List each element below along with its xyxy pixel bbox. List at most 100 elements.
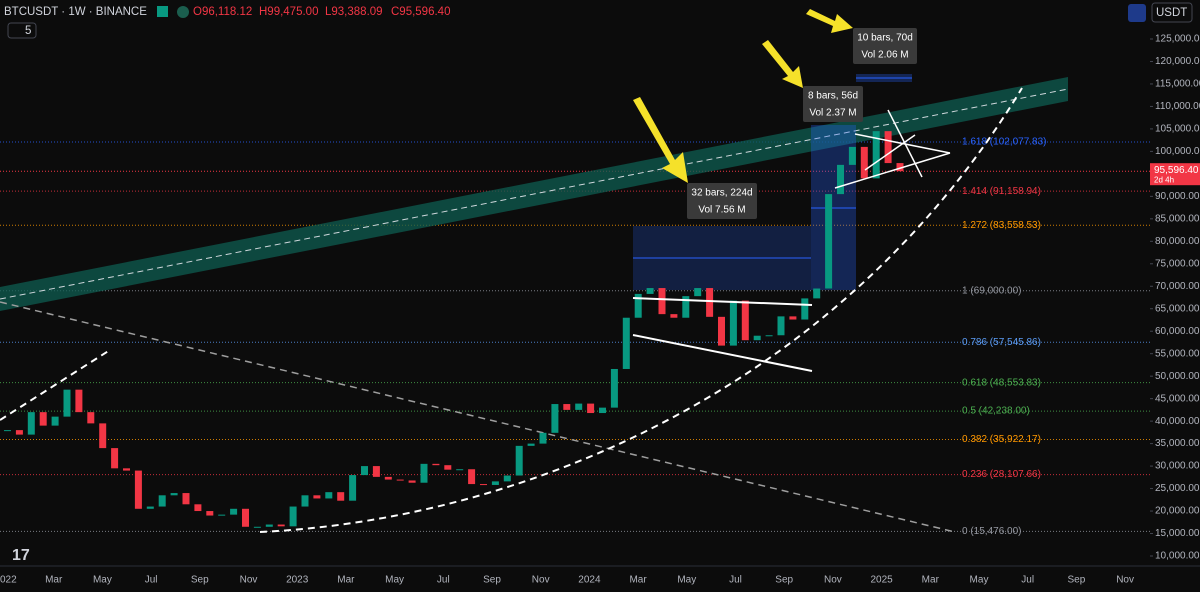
candle [325, 492, 333, 499]
x-tick-label: Jul [437, 575, 450, 586]
tooltip-bars: 10 bars, 70d [857, 33, 913, 44]
candle [491, 481, 499, 485]
candle [718, 316, 725, 346]
tooltip [687, 183, 757, 219]
interval-button[interactable] [7, 22, 37, 39]
y-tick-label: 100,000.00 [1155, 146, 1200, 157]
open: O96,118.12 [193, 6, 252, 18]
candle [658, 288, 666, 315]
currency[interactable]: USDT [1156, 7, 1187, 19]
candle [444, 465, 452, 470]
x-tick-label: Nov [240, 575, 258, 586]
y-tick-label: 105,000.00 [1155, 124, 1200, 135]
y-tick-label: 40,000.00 [1155, 416, 1200, 427]
candle [729, 300, 737, 346]
x-tick-label: Nov [1116, 575, 1134, 586]
x-tick-label: Nov [824, 575, 842, 586]
y-tick-label: 85,000.00 [1155, 213, 1200, 224]
x-tick-label: Jul [1021, 575, 1034, 586]
candle [420, 463, 428, 483]
arrows [633, 9, 853, 183]
fib-label: 0 (15,476.00) [962, 526, 1022, 537]
candle [182, 493, 190, 505]
candle [265, 524, 273, 527]
candle [813, 288, 821, 299]
close: C95,596.40 [391, 6, 450, 18]
fib-label: 1.414 (91,158.94) [962, 186, 1041, 197]
candle [884, 131, 892, 164]
y-tick-label: 45,000.00 [1155, 393, 1200, 404]
candle [134, 470, 142, 509]
y-tick-label: 65,000.00 [1155, 303, 1200, 314]
candle [349, 475, 357, 501]
pattern-line [887, 109, 923, 178]
x-tick-label: May [970, 575, 989, 586]
currency-button[interactable] [1151, 2, 1193, 23]
candle [27, 412, 35, 435]
x-tick-label: 2024 [578, 575, 601, 586]
tooltip-vol: Vol 2.37 M [809, 108, 856, 119]
candle [527, 443, 535, 446]
fib-label: 0.5 (42,238.00) [962, 406, 1030, 417]
y-tick-label: 50,000.00 [1155, 371, 1200, 382]
x-tick-label: Sep [1068, 575, 1086, 586]
candle [503, 475, 511, 482]
status-icon [177, 6, 189, 18]
countdown: 2d 4h [1154, 175, 1174, 184]
y-tick-label: 30,000.00 [1155, 461, 1200, 472]
candle [384, 476, 392, 480]
candle [694, 288, 702, 297]
interval[interactable]: 5 [25, 25, 31, 37]
x-tick-label: May [677, 575, 696, 586]
candle [848, 146, 856, 165]
x-tick-label: Mar [337, 575, 355, 586]
y-tick-label: 90,000.00 [1155, 191, 1200, 202]
candle [789, 316, 797, 320]
candle [111, 448, 119, 469]
candle [646, 288, 654, 294]
candle [372, 466, 380, 477]
candle [860, 146, 868, 179]
settings-button[interactable] [1128, 4, 1146, 22]
y-tick-label: 70,000.00 [1155, 281, 1200, 292]
pattern-line [834, 152, 951, 189]
logo: 17 [12, 547, 30, 564]
candle [15, 430, 23, 435]
candle [622, 317, 630, 369]
y-tick-label: 110,000.00 [1155, 101, 1200, 112]
candle [896, 163, 904, 172]
candle [146, 506, 154, 509]
candle [872, 131, 880, 179]
candle [599, 407, 606, 414]
fib-label: 1.272 (83,558.53) [962, 220, 1041, 231]
candle [277, 524, 285, 527]
last-price-tag [1150, 163, 1200, 186]
low: L93,388.09 [325, 6, 383, 18]
candle [242, 508, 249, 527]
price-axis [1150, 0, 1200, 592]
candle [75, 389, 83, 413]
tooltip-vol: Vol 2.06 M [861, 50, 908, 61]
candle [230, 508, 238, 515]
fib-label: 1 (69,000.00) [962, 285, 1022, 296]
candle [170, 493, 178, 496]
candle [313, 495, 321, 499]
candle [39, 412, 47, 426]
fib-label: 1.618 (102,077.83) [962, 137, 1047, 148]
candle [158, 495, 166, 507]
y-tick-label: 60,000.00 [1155, 326, 1200, 337]
pattern-line [632, 334, 813, 372]
candle [361, 466, 368, 476]
x-tick-label: 2023 [286, 575, 309, 586]
x-tick-label: Nov [532, 575, 550, 586]
y-tick-label: 115,000.00 [1155, 79, 1200, 90]
candle [480, 484, 487, 486]
curve [0, 349, 111, 421]
candle [753, 335, 761, 341]
tooltip [853, 28, 917, 64]
candle [801, 298, 809, 320]
pattern-line [864, 134, 916, 171]
candle [587, 403, 595, 414]
x-tick-label: Mar [45, 575, 63, 586]
